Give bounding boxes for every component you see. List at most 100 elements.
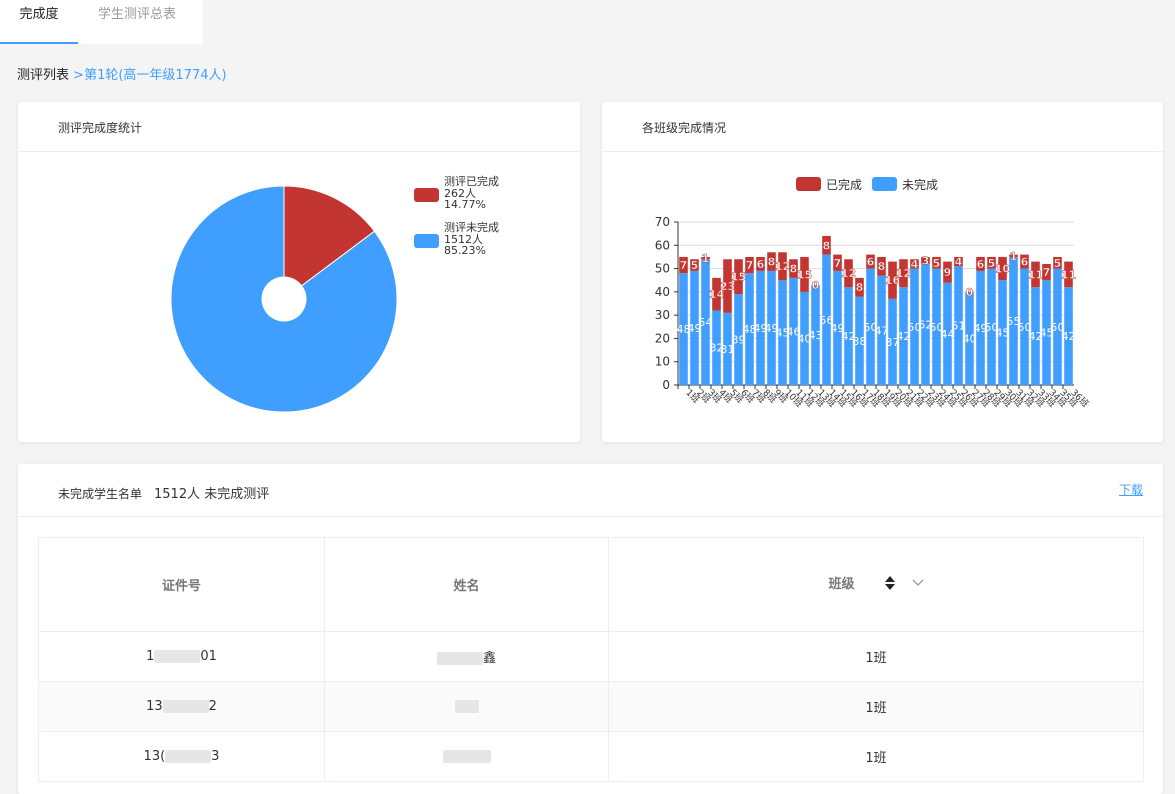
bar-completed[interactable]: [789, 259, 798, 278]
chevron-down-icon[interactable]: [912, 577, 924, 592]
bar-value-label-incomplete: 49: [754, 322, 768, 335]
bar-completed[interactable]: [987, 256, 996, 269]
tab-student-summary[interactable]: 学生测评总表: [98, 7, 177, 22]
bar-completed[interactable]: [1020, 254, 1029, 269]
bar-completed[interactable]: [877, 256, 886, 276]
bar-incomplete[interactable]: [899, 287, 908, 385]
bar-value-label-completed: 9: [944, 266, 952, 279]
bar-incomplete[interactable]: [1053, 268, 1062, 385]
sort-icon[interactable]: [883, 574, 897, 596]
table-row[interactable]: 13(3 1班: [38, 731, 1144, 782]
breadcrumb-current[interactable]: 第1轮(高一年级1774人): [84, 68, 227, 83]
bar-incomplete[interactable]: [778, 280, 787, 385]
bar-completed[interactable]: [822, 235, 831, 255]
bar-incomplete[interactable]: [800, 291, 809, 385]
bar-incomplete[interactable]: [932, 268, 941, 385]
bar-incomplete[interactable]: [910, 268, 919, 385]
bar-completed[interactable]: [767, 252, 776, 271]
bar-value-label-completed: 1: [702, 252, 710, 265]
bar-incomplete[interactable]: [723, 312, 732, 385]
bar-incomplete[interactable]: [965, 291, 974, 385]
bar-completed[interactable]: [745, 256, 754, 274]
bar-incomplete[interactable]: [943, 282, 952, 385]
bar-completed[interactable]: [855, 277, 864, 297]
redaction-mask: [436, 652, 483, 665]
incomplete-students-card: 未完成学生名单 1512人 未完成测评 下载 证件号 姓名 班级: [18, 464, 1163, 794]
table-row[interactable]: 1 01 鑫 1班: [38, 631, 1144, 682]
bar-completed[interactable]: [701, 256, 710, 260]
bar-incomplete[interactable]: [789, 277, 798, 385]
legend-completed-count: 262人: [444, 186, 476, 200]
bar-completed[interactable]: [932, 256, 941, 269]
completion-stats-card: 测评完成度统计 测评已完成 262人 14.77% 测评未完成 1512人 85…: [18, 102, 580, 442]
pie-slice-0[interactable]: [283, 185, 376, 287]
bar-completed[interactable]: [800, 256, 809, 292]
download-link[interactable]: 下载: [1118, 483, 1143, 497]
legend-completed-name: 测评已完成: [444, 175, 499, 188]
bar-completed[interactable]: [998, 256, 1007, 281]
bar-incomplete[interactable]: [701, 259, 710, 385]
bar-incomplete[interactable]: [877, 275, 886, 385]
bar-incomplete[interactable]: [921, 263, 930, 385]
bar-incomplete[interactable]: [679, 273, 688, 385]
bar-incomplete[interactable]: [1031, 287, 1040, 385]
bar-completed[interactable]: [679, 256, 688, 274]
bar-incomplete[interactable]: [734, 294, 743, 385]
bar-completed[interactable]: [833, 254, 842, 271]
table-row[interactable]: 13 2 1班: [38, 681, 1144, 732]
bar-incomplete[interactable]: [844, 287, 853, 385]
bar-value-label-completed: 10: [995, 263, 1011, 276]
bar-incomplete[interactable]: [756, 270, 765, 385]
bar-incomplete[interactable]: [954, 266, 963, 385]
breadcrumb-root-link[interactable]: 测评列表: [17, 68, 70, 83]
bar-incomplete[interactable]: [1064, 287, 1073, 385]
bar-value-label-completed: 7: [1043, 266, 1051, 279]
bar-value-label-completed: 6: [757, 258, 765, 271]
tab-completion[interactable]: 完成度: [0, 0, 78, 44]
bar-incomplete[interactable]: [690, 270, 699, 385]
bar-incomplete[interactable]: [833, 270, 842, 385]
bar-completed[interactable]: [712, 277, 721, 311]
bar-completed[interactable]: [976, 256, 985, 271]
bar-completed[interactable]: [910, 259, 919, 269]
bar-incomplete[interactable]: [998, 280, 1007, 385]
bar-incomplete[interactable]: [1020, 268, 1029, 385]
bar-value-label-incomplete: 45: [776, 327, 790, 340]
bar-completed[interactable]: [690, 259, 699, 271]
bar-completed[interactable]: [888, 261, 897, 299]
bar-value-label-completed: 8: [768, 256, 776, 269]
bar-completed[interactable]: [1053, 256, 1062, 269]
bar-completed[interactable]: [943, 261, 952, 283]
bar-completed[interactable]: [1042, 263, 1051, 281]
bar-completed[interactable]: [954, 256, 963, 267]
y-tick-label: 60: [655, 238, 670, 252]
bar-completed[interactable]: [1009, 254, 1018, 257]
bar-completed[interactable]: [866, 254, 875, 269]
completion-pie-chart: [170, 185, 398, 413]
bar-value-label-incomplete: 50: [908, 321, 922, 334]
bar-completed[interactable]: [1064, 261, 1073, 288]
bar-completed[interactable]: [899, 259, 908, 288]
bar-completed[interactable]: [844, 259, 853, 288]
bar-incomplete[interactable]: [1042, 280, 1051, 385]
bar-value-label-completed: 3: [922, 254, 930, 267]
bar-completed[interactable]: [756, 256, 765, 271]
bar-value-label-completed: 7: [680, 259, 688, 272]
bar-incomplete[interactable]: [855, 296, 864, 385]
bar-completed[interactable]: [921, 256, 930, 264]
bar-incomplete[interactable]: [767, 270, 776, 385]
bar-incomplete[interactable]: [811, 284, 820, 385]
bar-incomplete[interactable]: [712, 310, 721, 385]
bar-incomplete[interactable]: [888, 298, 897, 385]
bar-incomplete[interactable]: [1009, 256, 1018, 385]
bar-completed[interactable]: [734, 259, 743, 295]
bar-incomplete[interactable]: [976, 270, 985, 385]
bar-incomplete[interactable]: [745, 273, 754, 385]
bar-completed[interactable]: [1031, 261, 1040, 288]
pie-slice-1[interactable]: [170, 185, 398, 413]
bar-incomplete[interactable]: [822, 254, 831, 385]
bar-completed[interactable]: [778, 252, 787, 281]
bar-incomplete[interactable]: [866, 268, 875, 385]
bar-incomplete[interactable]: [987, 268, 996, 385]
bar-completed[interactable]: [723, 259, 732, 313]
